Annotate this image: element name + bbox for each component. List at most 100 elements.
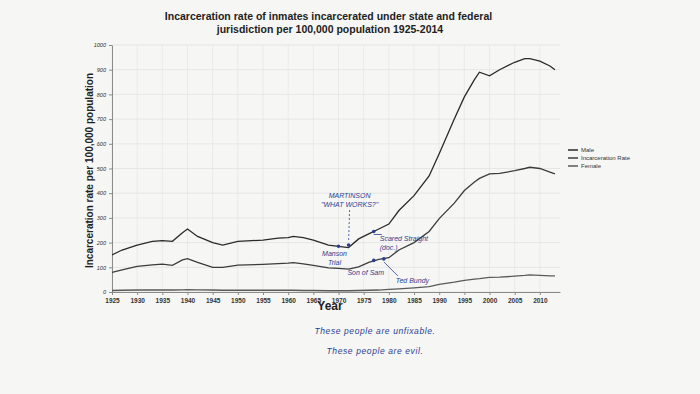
y-tick-mark: [109, 45, 112, 46]
x-tick: 1925: [105, 292, 120, 304]
paper: [0, 0, 700, 394]
y-tick: 200: [96, 240, 112, 246]
grid-line-x: [288, 45, 289, 292]
y-tick: 400: [97, 190, 112, 196]
x-tick: 1960: [281, 292, 296, 304]
x-tick-label: 2000: [483, 297, 498, 304]
x-tick-label: 1925: [105, 297, 120, 304]
x-tick-label: 1930: [130, 297, 145, 304]
x-tick: 1930: [130, 292, 145, 304]
x-tick-mark: [364, 292, 365, 295]
x-tick-mark: [162, 292, 163, 295]
annotation-text: Manson: [322, 250, 347, 257]
y-tick: 500: [97, 166, 112, 172]
annotation-arrow: [384, 262, 398, 276]
x-tick-mark: [490, 292, 491, 295]
y-tick: 100: [97, 265, 112, 271]
y-tick-mark: [109, 144, 112, 145]
y-tick-label: 300: [97, 215, 107, 221]
y-tick-mark: [109, 193, 112, 194]
grid-line-x: [489, 45, 490, 292]
grid-line-x: [464, 45, 465, 292]
grid-line-y: [112, 143, 560, 144]
y-tick-mark: [109, 218, 112, 219]
grid-line-y: [112, 217, 560, 218]
chart-svg: 0100200300400500600700800900100019251930…: [0, 0, 700, 394]
x-tick: 2005: [508, 292, 523, 304]
series-line: [112, 275, 555, 291]
y-tick: 800: [97, 92, 112, 98]
x-tick-label: 1935: [156, 297, 171, 304]
grid-line-x: [263, 45, 264, 292]
grid-line-y: [112, 168, 560, 169]
x-tick-label: 1990: [432, 297, 447, 304]
x-tick-label: 1980: [382, 297, 397, 304]
annotation-text: Scared Straight: [380, 235, 429, 243]
grid-line-y: [112, 69, 560, 70]
x-tick-label: 1995: [458, 297, 473, 304]
legend-swatch: [568, 149, 578, 151]
x-tick-label: 1955: [256, 297, 271, 304]
x-tick-mark: [464, 292, 465, 295]
annotation-text: (doc.): [380, 244, 398, 252]
x-tick-mark: [515, 292, 516, 295]
note: These people are evil.: [327, 346, 424, 356]
legend-label: Female: [581, 163, 602, 169]
y-tick-label: 400: [97, 190, 107, 196]
x-tick-mark: [188, 292, 189, 295]
x-axis-title: Year: [317, 299, 343, 313]
x-tick-label: 1960: [281, 297, 296, 304]
annotation-text: MARTINSON: [329, 192, 372, 199]
y-tick-mark: [109, 267, 112, 268]
grid-line-x: [187, 45, 188, 292]
legend-swatch: [568, 165, 578, 167]
grid-line-x: [162, 45, 163, 292]
y-tick: 1000: [94, 42, 112, 48]
series-line: [112, 167, 555, 272]
y-tick-mark: [109, 243, 112, 244]
y-tick: 700: [97, 116, 112, 122]
grid-line-y: [112, 94, 560, 95]
grid-line-x: [414, 45, 415, 292]
annotation-point: [382, 257, 386, 261]
y-tick-mark: [109, 94, 112, 95]
note: These people are unfixable.: [314, 326, 435, 336]
x-tick-label: 1940: [181, 297, 196, 304]
x-tick: 1990: [432, 292, 447, 304]
annotation-text: Trial: [328, 259, 342, 266]
y-tick: 900: [97, 67, 112, 73]
annotation-point: [337, 245, 341, 249]
x-tick-label: 2010: [533, 297, 548, 304]
annotation-point: [347, 243, 351, 247]
x-tick: 1975: [357, 292, 372, 304]
y-tick-mark: [109, 119, 112, 120]
grid-line-x: [514, 45, 515, 292]
title-line: Incarceration rate of inmates incarcerat…: [165, 10, 495, 22]
x-tick: 1935: [156, 292, 171, 304]
y-tick-label: 1000: [94, 42, 107, 48]
x-tick-mark: [238, 292, 239, 295]
x-tick: 1955: [256, 292, 271, 304]
legend-label: Incarceration Rate: [581, 155, 631, 161]
y-tick-label: 200: [96, 240, 107, 246]
series-line: [112, 59, 555, 255]
annotation-point: [372, 259, 376, 263]
y-tick-label: 600: [97, 141, 107, 147]
y-tick-label: 500: [97, 166, 107, 172]
annotation-text: Son of Sam: [347, 269, 384, 276]
x-tick-mark: [439, 292, 440, 295]
y-axis-title: Incarceration rate per 100,000 populatio…: [84, 73, 95, 268]
x-tick-label: 1975: [357, 297, 372, 304]
x-tick-mark: [540, 292, 541, 295]
x-tick: 1945: [206, 292, 221, 304]
x-tick: 1985: [407, 292, 422, 304]
annotation-point: [372, 230, 376, 234]
x-tick-mark: [263, 292, 264, 295]
legend: Male Incarceration Rate Female: [568, 147, 631, 169]
y-axis-line: [112, 46, 113, 293]
grid-line-y: [112, 292, 560, 293]
plot-area: [112, 59, 555, 291]
grid-line-x: [137, 45, 138, 292]
legend-label: Male: [581, 147, 595, 153]
x-tick-mark: [213, 292, 214, 295]
